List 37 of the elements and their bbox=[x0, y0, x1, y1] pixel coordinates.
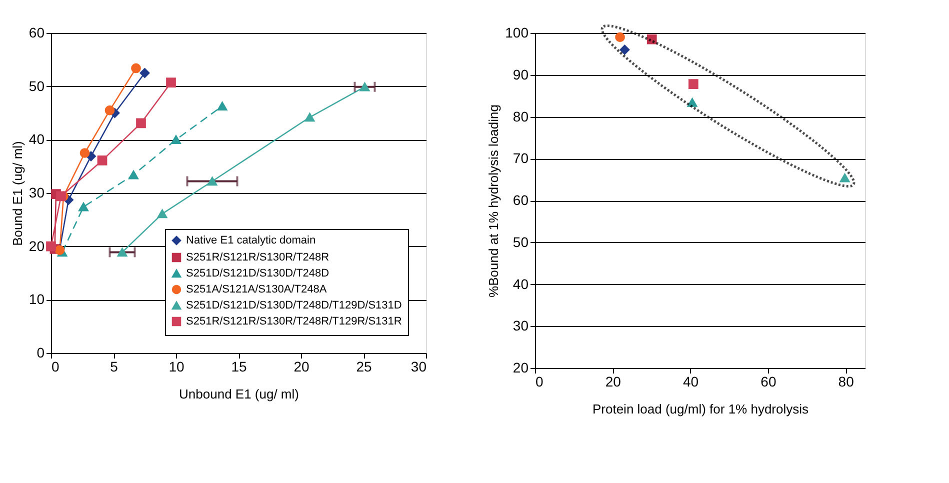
y-axis-title: Bound E1 (ug/ ml) bbox=[10, 141, 25, 246]
x-tick-label: 0 bbox=[536, 374, 544, 390]
x-tick-label: 60 bbox=[760, 374, 776, 390]
y-tick-label: 40 bbox=[28, 131, 45, 148]
y-tick-label: 50 bbox=[28, 78, 45, 94]
x-axis-title: Unbound E1 (ug/ ml) bbox=[179, 386, 299, 402]
x-tick-label: 20 bbox=[605, 374, 622, 390]
y-tick-label: 60 bbox=[512, 192, 529, 208]
y-tick-label: 40 bbox=[512, 276, 529, 292]
x-tick-label: 30 bbox=[410, 358, 427, 374]
y-tick-label: 10 bbox=[28, 291, 45, 308]
y-axis-title: %Bound at 1% hydrolysis loading bbox=[486, 104, 502, 298]
y-tick-label: 70 bbox=[512, 150, 529, 166]
y-tick-label: 30 bbox=[28, 184, 45, 200]
legend-label: Native E1 catalytic domain bbox=[186, 234, 316, 246]
legend-label: S251D/S121D/S130D/T248D bbox=[186, 268, 330, 280]
legend-label: S251D/S121D/S130D/T248D/T129D/S131D bbox=[186, 300, 402, 312]
y-tick-label: 100 bbox=[505, 24, 529, 40]
y-tick-label: 50 bbox=[512, 234, 529, 250]
y-tick-label: 0 bbox=[36, 344, 45, 360]
x-tick-label: 5 bbox=[110, 358, 118, 374]
x-tick-label: 80 bbox=[838, 374, 854, 390]
x-tick-label: 15 bbox=[231, 358, 247, 374]
y-tick-label: 60 bbox=[28, 24, 45, 40]
y-tick-label: 30 bbox=[512, 318, 529, 334]
legend-label: S251A/S121A/S130A/T248A bbox=[186, 284, 328, 296]
x-tick-label: 20 bbox=[294, 358, 310, 374]
y-tick-label: 80 bbox=[512, 108, 529, 124]
x-axis-title: Protein load (ug/ml) for 1% hydrolysis bbox=[592, 402, 810, 416]
x-tick-label: 40 bbox=[683, 374, 699, 390]
legend-label: S251R/S121R/S130R/T248R bbox=[186, 252, 330, 264]
y-tick-label: 20 bbox=[28, 238, 45, 254]
legend-label: S251R/S121R/S130R/T248R/T129R/S131R bbox=[186, 316, 402, 328]
y-tick-label: 90 bbox=[512, 66, 529, 82]
x-tick-label: 0 bbox=[52, 358, 60, 374]
x-tick-label: 25 bbox=[356, 358, 372, 374]
x-tick-label: 10 bbox=[168, 358, 184, 374]
